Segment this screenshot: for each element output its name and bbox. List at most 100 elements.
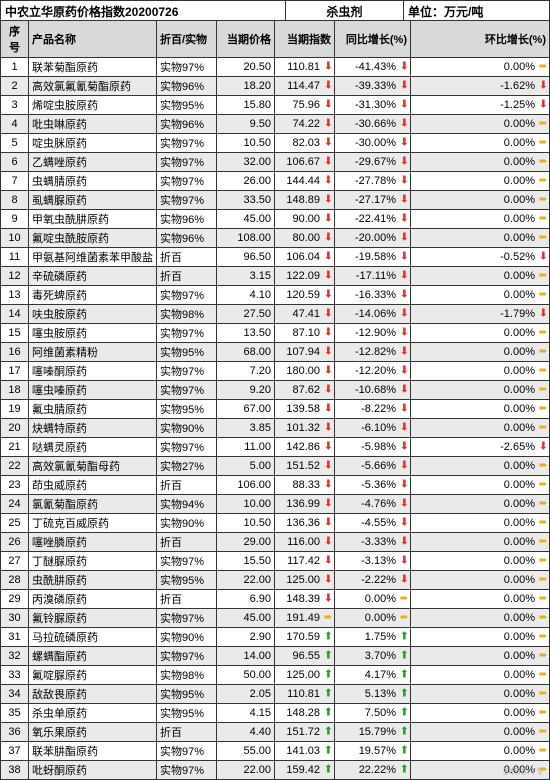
cell-index: 106.04⬇: [275, 248, 335, 267]
cell-yoy: -39.33%⬇: [335, 77, 411, 96]
arrow-down-icon: ⬇: [400, 423, 409, 434]
cell-type: 折百: [157, 533, 217, 552]
cell-price: 9.20: [217, 381, 275, 400]
cell-num: 4: [1, 115, 29, 134]
cell-yoy: -12.90%⬇: [335, 324, 411, 343]
arrow-flat-icon: ➨: [539, 423, 548, 434]
arrow-flat-icon: ➨: [539, 157, 548, 168]
arrow-flat-icon: ➨: [539, 670, 548, 681]
cell-mom: 0.00%➨: [411, 324, 550, 343]
cell-index: 87.62⬇: [275, 381, 335, 400]
arrow-down-icon: ⬇: [324, 575, 333, 586]
table-row: 10氟啶虫酰胺原药实物96%108.0080.00⬇-20.00%⬇0.00%➨: [1, 229, 550, 248]
cell-num: 26: [1, 533, 29, 552]
arrow-down-icon: ⬇: [400, 271, 409, 282]
cell-mom: 0.00%➨: [411, 723, 550, 742]
cell-mom: 0.00%➨: [411, 267, 550, 286]
cell-type: 实物95%: [157, 685, 217, 704]
cell-mom: 0.00%➨: [411, 533, 550, 552]
arrow-down-icon: ⬇: [324, 176, 333, 187]
cell-name: 氟啶虫酰胺原药: [29, 229, 157, 248]
price-table: 序号 产品名称 折百/实物 当期价格 当期指数 同比增长(%) 环比增长(%) …: [0, 20, 550, 780]
cell-name: 阿维菌素精粉: [29, 343, 157, 362]
cell-index: 151.72⬆: [275, 723, 335, 742]
cell-name: 螺螨酯原药: [29, 647, 157, 666]
cell-type: 实物95%: [157, 96, 217, 115]
cell-num: 23: [1, 476, 29, 495]
cell-mom: 0.00%➨: [411, 647, 550, 666]
cell-name: 丁醚脲原药: [29, 552, 157, 571]
cell-num: 17: [1, 362, 29, 381]
cell-yoy: -30.00%⬇: [335, 134, 411, 153]
cell-yoy: 19.57%⬆: [335, 742, 411, 761]
arrow-flat-icon: ➨: [539, 385, 548, 396]
arrow-up-icon: ⬆: [324, 727, 333, 738]
cell-yoy: 3.70%⬆: [335, 647, 411, 666]
cell-mom: -1.79%⬇: [411, 305, 550, 324]
arrow-down-icon: ⬇: [539, 100, 548, 111]
arrow-up-icon: ⬆: [324, 651, 333, 662]
cell-type: 折百: [157, 476, 217, 495]
arrow-flat-icon: ➨: [539, 594, 548, 605]
cell-type: 实物97%: [157, 324, 217, 343]
cell-mom: 0.00%➨: [411, 552, 550, 571]
cell-num: 8: [1, 191, 29, 210]
arrow-down-icon: ⬇: [400, 214, 409, 225]
cell-num: 9: [1, 210, 29, 229]
cell-index: 117.42⬇: [275, 552, 335, 571]
cell-index: 136.36⬇: [275, 514, 335, 533]
cell-index: 87.10⬇: [275, 324, 335, 343]
arrow-down-icon: ⬇: [400, 119, 409, 130]
cell-price: 26.00: [217, 172, 275, 191]
cell-name: 哒螨灵原药: [29, 438, 157, 457]
cell-num: 7: [1, 172, 29, 191]
arrow-flat-icon: ➨: [539, 119, 548, 130]
arrow-up-icon: ⬆: [324, 708, 333, 719]
arrow-down-icon: ⬇: [324, 119, 333, 130]
table-row: 27丁醚脲原药实物97%15.50117.42⬇-3.13%⬇0.00%➨: [1, 552, 550, 571]
cell-index: 125.00⬇: [275, 571, 335, 590]
table-row: 35杀虫单原药实物95%4.15148.28⬆7.50%⬆0.00%➨: [1, 704, 550, 723]
header-unit: 单位：万元/吨: [404, 1, 549, 20]
table-row: 9甲氧虫酰肼原药实物96%45.0090.00⬇-22.41%⬇0.00%➨: [1, 210, 550, 229]
cell-yoy: 0.00%➨: [335, 590, 411, 609]
table-row: 11甲氨基阿维菌素苯甲酸盐折百96.50106.04⬇-19.58%⬇-0.52…: [1, 248, 550, 267]
cell-type: 实物98%: [157, 305, 217, 324]
table-row: 18噻虫嗪原药实物97%9.2087.62⬇-10.68%⬇0.00%➨: [1, 381, 550, 400]
arrow-down-icon: ⬇: [400, 157, 409, 168]
cell-name: 丁硫克百威原药: [29, 514, 157, 533]
cell-num: 35: [1, 704, 29, 723]
cell-yoy: -3.13%⬇: [335, 552, 411, 571]
arrow-up-icon: ⬆: [400, 727, 409, 738]
arrow-flat-icon: ➨: [400, 594, 409, 605]
table-row: 34敌敌畏原药实物95%2.05110.81⬆5.13%⬆0.00%➨: [1, 685, 550, 704]
arrow-down-icon: ⬇: [539, 252, 548, 263]
cell-type: 实物90%: [157, 628, 217, 647]
cell-name: 噻嗪酮原药: [29, 362, 157, 381]
cell-yoy: -8.22%⬇: [335, 400, 411, 419]
cell-name: 吡蚜酮原药: [29, 761, 157, 780]
cell-type: 实物95%: [157, 343, 217, 362]
arrow-up-icon: ⬆: [400, 746, 409, 757]
arrow-down-icon: ⬇: [400, 366, 409, 377]
arrow-flat-icon: ➨: [539, 575, 548, 586]
cell-price: 108.00: [217, 229, 275, 248]
cell-index: 148.39⬇: [275, 590, 335, 609]
cell-yoy: -20.00%⬇: [335, 229, 411, 248]
cell-price: 20.50: [217, 58, 275, 77]
cell-yoy: -29.67%⬇: [335, 153, 411, 172]
cell-type: 实物97%: [157, 362, 217, 381]
cell-index: 116.00⬇: [275, 533, 335, 552]
cell-type: 实物90%: [157, 419, 217, 438]
cell-index: 47.41⬇: [275, 305, 335, 324]
cell-type: 实物97%: [157, 742, 217, 761]
cell-mom: 0.00%➨: [411, 58, 550, 77]
cell-name: 茚虫威原药: [29, 476, 157, 495]
table-row: 15噻虫胺原药实物97%13.5087.10⬇-12.90%⬇0.00%➨: [1, 324, 550, 343]
price-table-container: 中农立华原药价格指数20200726 杀虫剂 单位：万元/吨 序号 产品名称 折…: [0, 0, 550, 780]
cell-mom: 0.00%➨: [411, 419, 550, 438]
cell-mom: 0.00%➨: [411, 609, 550, 628]
arrow-down-icon: ⬇: [324, 480, 333, 491]
cell-mom: 0.00%➨: [411, 628, 550, 647]
arrow-down-icon: ⬇: [324, 347, 333, 358]
